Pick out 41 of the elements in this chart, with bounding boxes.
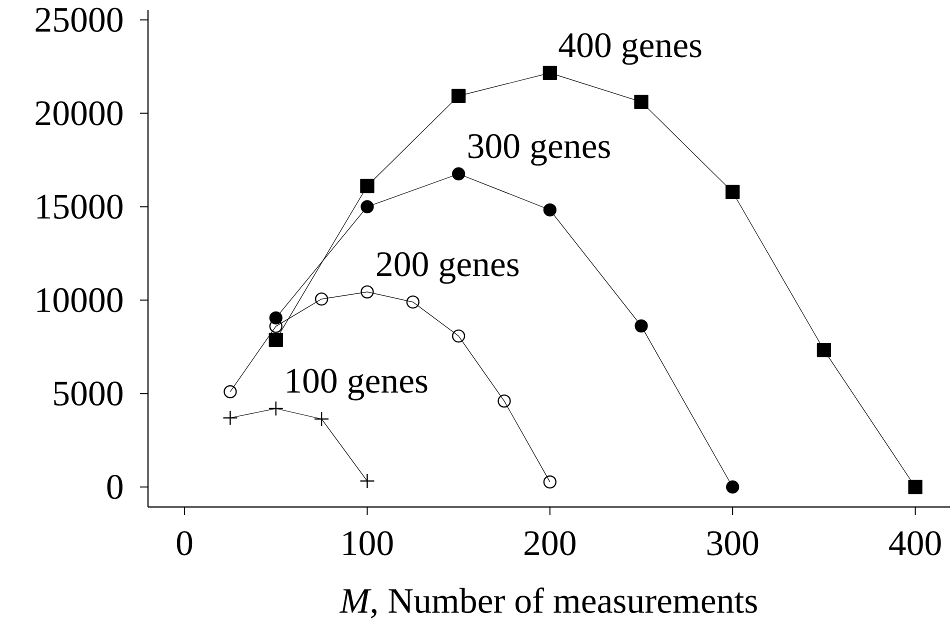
point: [360, 200, 374, 214]
point: [268, 332, 283, 348]
point: [452, 88, 466, 104]
point: [269, 311, 282, 324]
point: [360, 473, 375, 489]
y-tick-label: 10000: [37, 288, 122, 312]
y-tick-label: 0: [107, 474, 122, 500]
point: [498, 394, 511, 408]
point: [634, 94, 648, 109]
point: [314, 292, 328, 306]
point: [634, 319, 648, 333]
x-axis-title: M, Number of measurements: [339, 587, 757, 618]
point: [360, 178, 374, 194]
point: [360, 285, 374, 299]
point: [314, 411, 330, 427]
x-tick-label: 100: [343, 531, 393, 556]
y-tick-label: 15000: [37, 194, 122, 219]
point: [816, 342, 832, 358]
point: [726, 184, 740, 200]
point: [406, 295, 420, 309]
point: [908, 480, 922, 494]
point: [543, 475, 556, 489]
point: [726, 480, 740, 494]
x-tick-label: 0: [176, 531, 192, 556]
x-tick-label: 400: [889, 531, 941, 556]
series-label: 400 genes: [558, 33, 702, 65]
point: [542, 66, 557, 80]
y-tick-label: 20000: [36, 101, 122, 126]
x-tick-label: 300: [707, 531, 758, 556]
point: [268, 400, 284, 416]
point: [543, 203, 556, 216]
x-tick-label: 200: [524, 531, 576, 556]
series-label: 200 genes: [377, 252, 519, 284]
y-tick-label: 25000: [36, 8, 122, 32]
series-label: 100 genes: [287, 368, 428, 400]
point: [452, 329, 466, 343]
y-tick-label: 5000: [54, 381, 122, 406]
series-label: 300 genes: [468, 134, 610, 166]
point: [452, 167, 466, 180]
point: [222, 410, 238, 426]
point: [224, 385, 237, 398]
